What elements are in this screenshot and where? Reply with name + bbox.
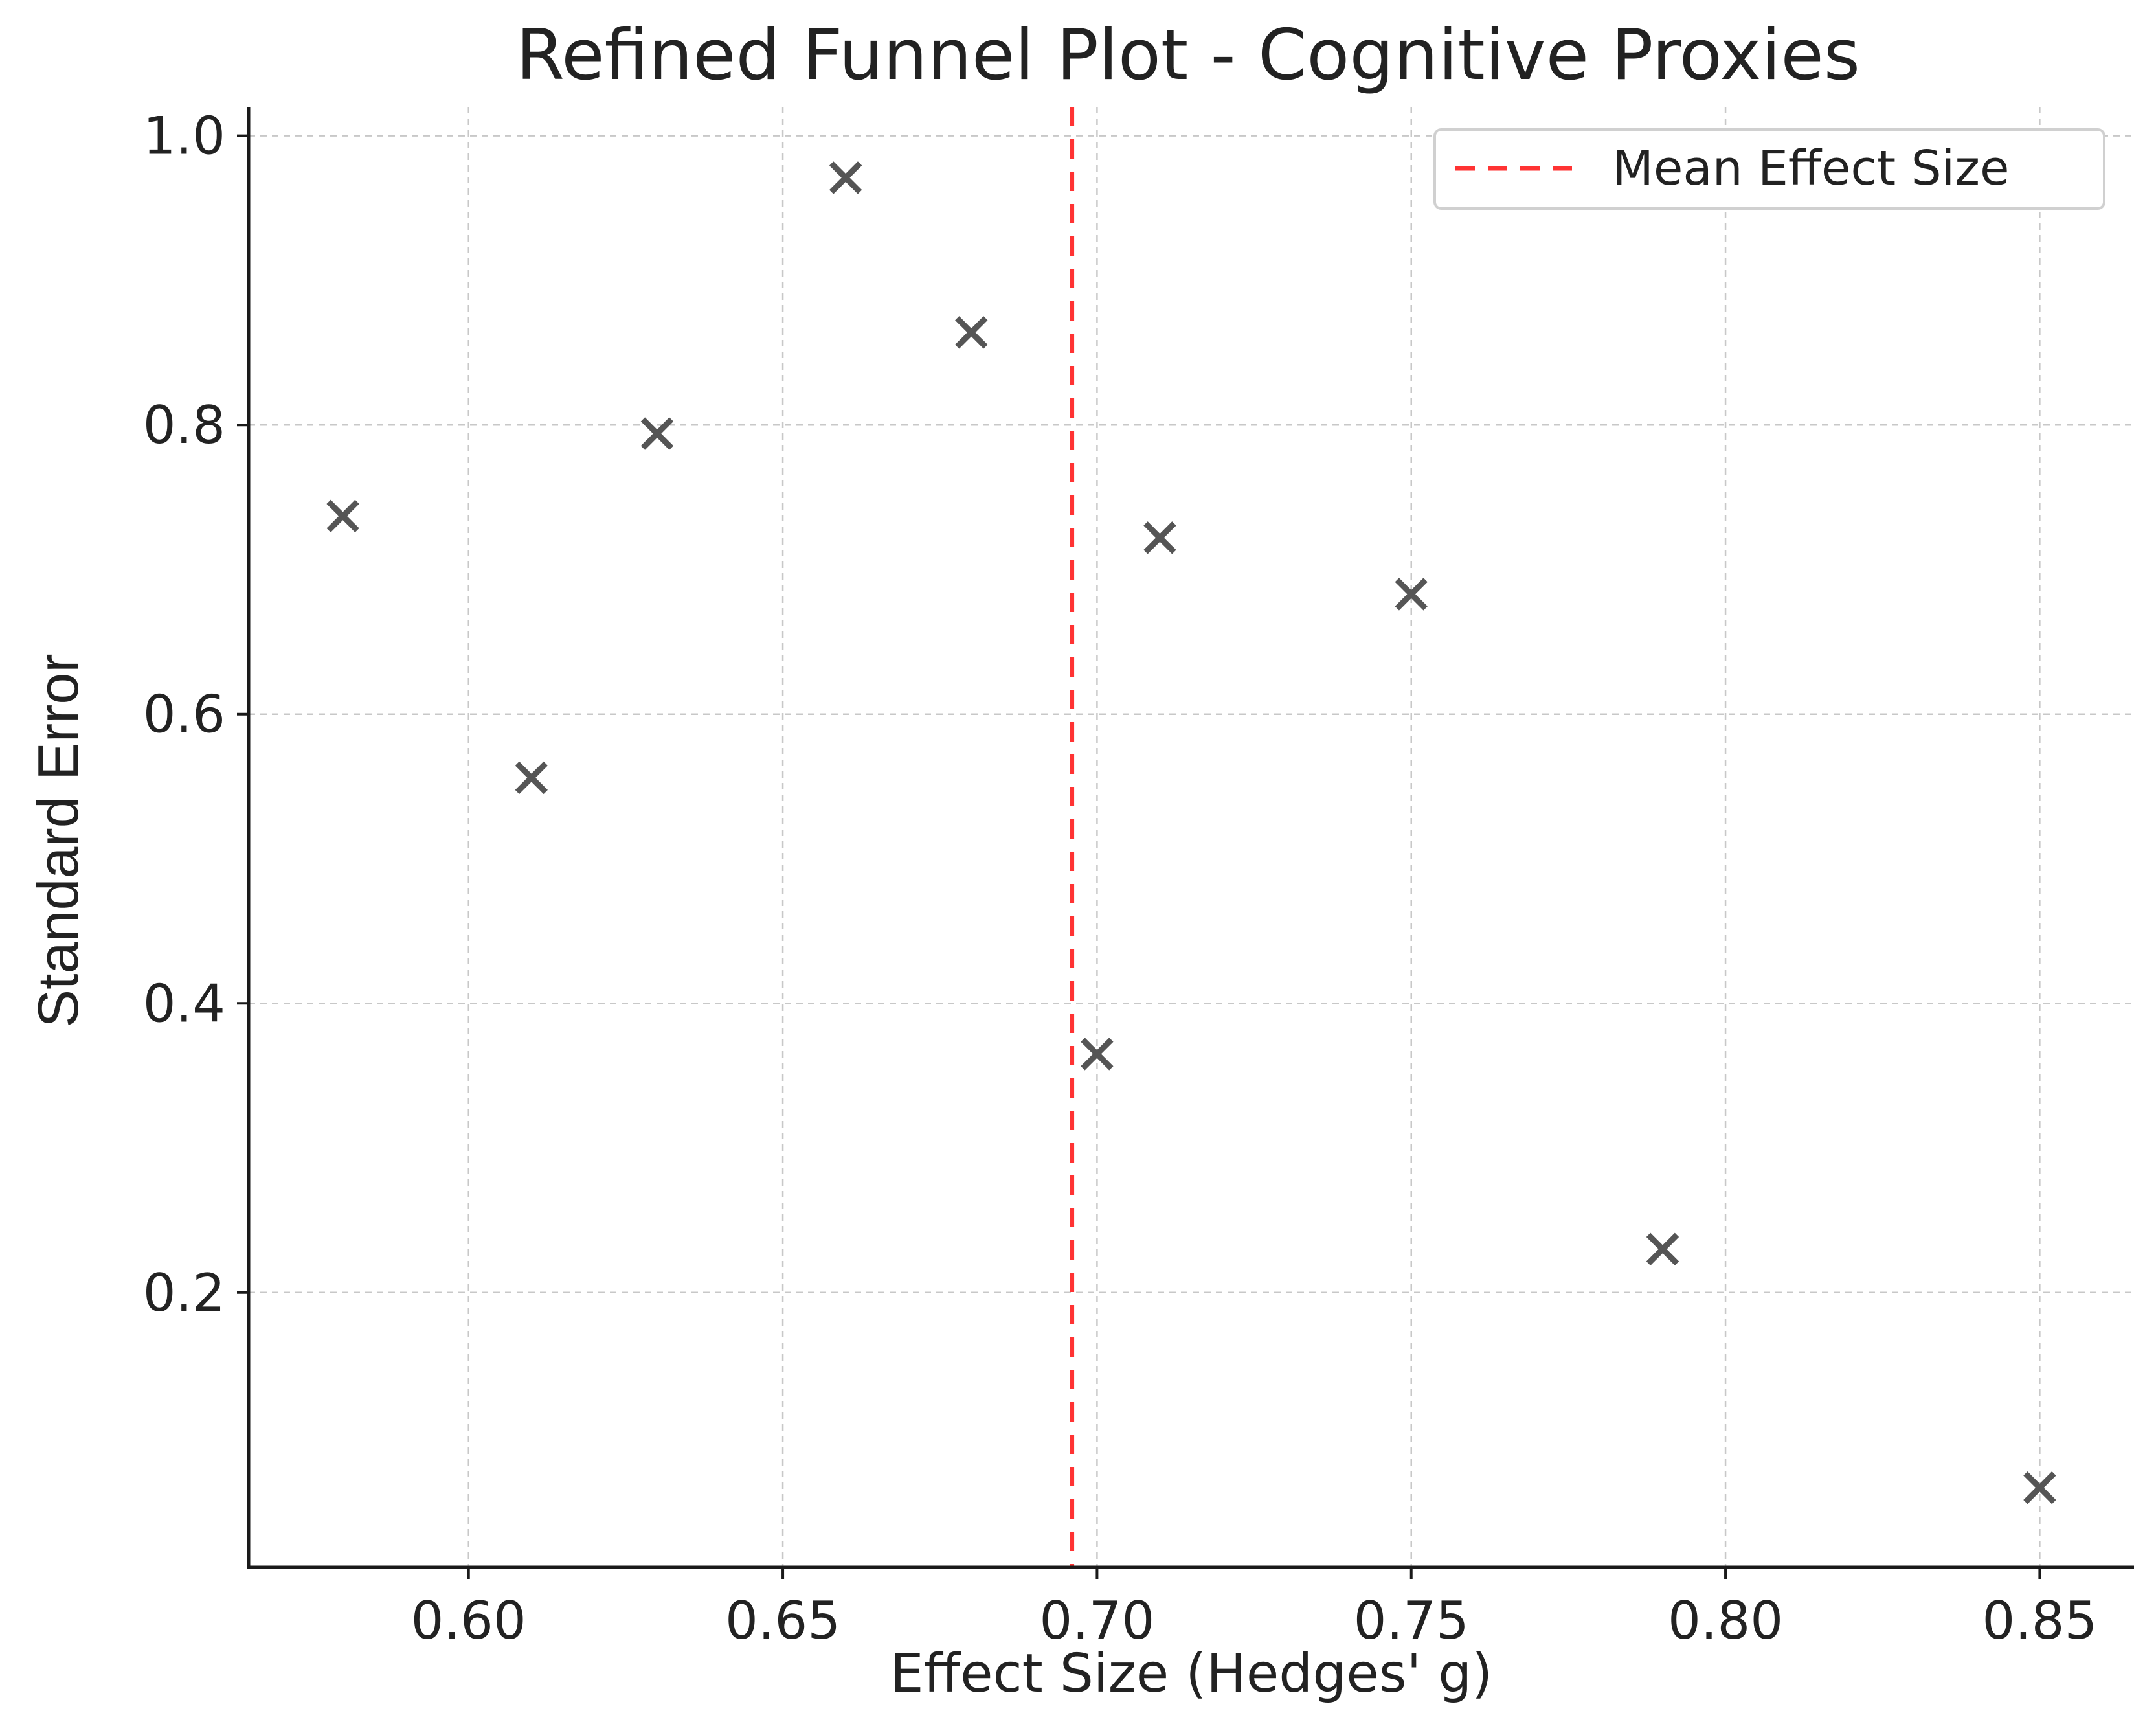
x-axis-label: Effect Size (Hedges' g) <box>890 1643 1492 1705</box>
y-tick-label: 0.2 <box>143 1263 225 1323</box>
y-tick-label: 0.8 <box>143 395 225 455</box>
chart-title: Refined Funnel Plot - Cognitive Proxies <box>516 15 1860 96</box>
grid-lines <box>249 107 2134 1567</box>
axis-spines <box>247 107 2134 1569</box>
y-axis-label: Standard Error <box>26 653 90 1027</box>
y-tick-label: 1.0 <box>143 106 225 166</box>
x-tick-label: 0.75 <box>1354 1591 1469 1651</box>
data-point-marker <box>1143 521 1176 554</box>
x-tick-label: 0.85 <box>1982 1591 2097 1651</box>
data-point-marker <box>326 499 359 533</box>
axes <box>247 107 2134 1569</box>
data-point-marker <box>1646 1232 1679 1265</box>
data-point-marker <box>1081 1038 1114 1071</box>
data-point-marker <box>955 316 988 349</box>
legend: Mean Effect Size <box>1433 128 2105 210</box>
x-tick-label: 0.80 <box>1668 1591 1783 1651</box>
data-point-marker <box>1395 578 1428 611</box>
legend-frame <box>1433 128 2105 210</box>
x-tick-label: 0.60 <box>411 1591 526 1651</box>
data-point-marker <box>829 161 862 194</box>
data-point-marker <box>515 761 548 795</box>
y-tick-label: 0.4 <box>143 973 225 1034</box>
data-points <box>326 161 2056 1504</box>
y-tick-label: 0.6 <box>143 685 225 745</box>
x-tick-label: 0.65 <box>725 1591 840 1651</box>
legend-label-mean-effect-size: Mean Effect Size <box>1612 141 2010 196</box>
x-axis-ticks: 0.60 0.65 0.70 0.75 0.80 0.85 <box>411 1567 2097 1651</box>
y-axis-ticks: 0.2 0.4 0.6 0.8 1.0 <box>143 106 249 1323</box>
data-point-marker <box>640 417 674 450</box>
x-tick-label: 0.70 <box>1039 1591 1154 1651</box>
data-point-marker <box>2023 1471 2056 1504</box>
